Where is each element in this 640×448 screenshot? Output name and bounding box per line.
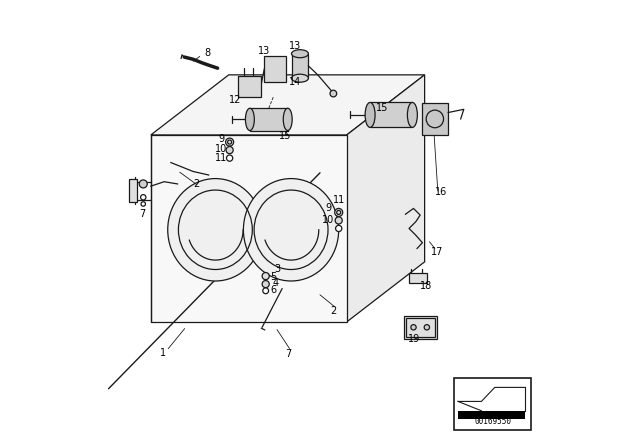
Bar [129,180,136,202]
Text: 12: 12 [229,95,241,105]
Ellipse shape [408,103,417,127]
Text: 10: 10 [322,215,334,224]
Bar [370,103,412,127]
Text: 4: 4 [273,278,278,288]
Ellipse shape [291,50,308,58]
Polygon shape [151,75,424,135]
Ellipse shape [141,194,146,200]
Ellipse shape [424,325,429,330]
Ellipse shape [226,146,233,154]
Ellipse shape [411,325,416,330]
Ellipse shape [284,108,292,130]
Ellipse shape [226,138,234,146]
Bar [264,56,285,82]
Text: 18: 18 [420,281,432,291]
Ellipse shape [141,202,145,206]
Ellipse shape [330,90,337,97]
Bar [422,103,448,135]
Text: 14: 14 [289,78,301,87]
Bar [404,316,437,339]
Bar [454,379,531,430]
Bar [458,411,525,418]
Text: 10: 10 [215,144,227,154]
Ellipse shape [243,179,339,281]
Text: 00169550: 00169550 [474,417,511,426]
Ellipse shape [140,180,147,188]
Bar [151,135,347,322]
Ellipse shape [335,208,342,216]
Ellipse shape [291,74,308,82]
Text: 3: 3 [275,264,281,275]
Text: 2: 2 [330,306,337,316]
Ellipse shape [168,179,263,281]
Text: 2: 2 [193,179,199,189]
Ellipse shape [262,272,269,280]
Text: 16: 16 [435,187,447,197]
Bar [291,54,308,78]
Text: 5: 5 [270,271,276,281]
Text: 7: 7 [139,209,145,219]
Ellipse shape [335,217,342,224]
Text: 9: 9 [218,134,224,143]
Text: 6: 6 [270,285,276,295]
Text: 17: 17 [431,246,443,257]
Text: 13: 13 [258,46,271,56]
Text: 1: 1 [160,348,166,358]
Text: 11: 11 [333,194,345,205]
Text: 15: 15 [376,103,388,113]
Text: 8: 8 [205,47,211,58]
Bar [237,76,260,97]
Ellipse shape [262,280,269,288]
Text: 15: 15 [279,131,291,141]
Ellipse shape [263,288,269,294]
Bar [406,318,435,336]
Ellipse shape [245,108,254,130]
Bar [250,108,288,130]
Ellipse shape [227,155,233,161]
Bar [409,273,427,283]
Ellipse shape [335,225,342,232]
Ellipse shape [365,103,375,127]
Text: 11: 11 [215,153,227,163]
Text: 13: 13 [289,41,301,51]
Text: 19: 19 [408,334,420,344]
Text: 9: 9 [326,203,332,213]
Text: 7: 7 [285,349,291,359]
Polygon shape [347,75,424,322]
